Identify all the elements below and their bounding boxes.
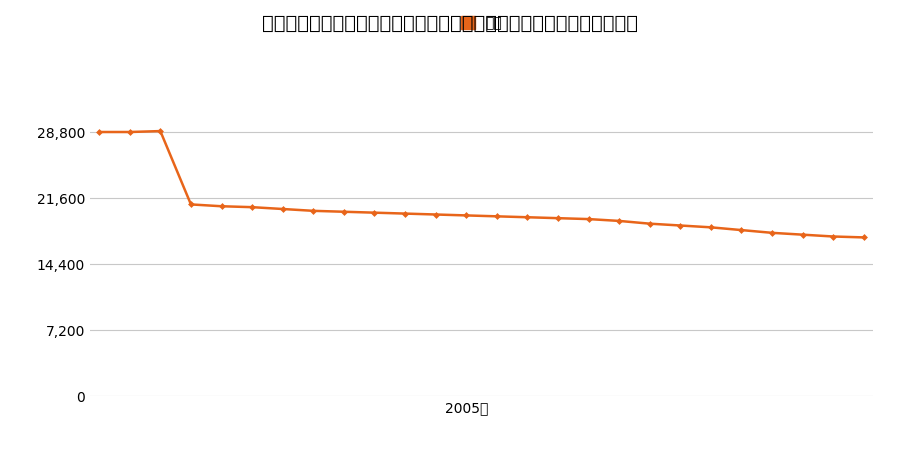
- Legend: 価格: 価格: [455, 11, 508, 36]
- Text: 宮崎県児湯郡新富町大字上富田字天井丸３５７４番１外４筆の地価推移: 宮崎県児湯郡新富町大字上富田字天井丸３５７４番１外４筆の地価推移: [262, 14, 638, 32]
